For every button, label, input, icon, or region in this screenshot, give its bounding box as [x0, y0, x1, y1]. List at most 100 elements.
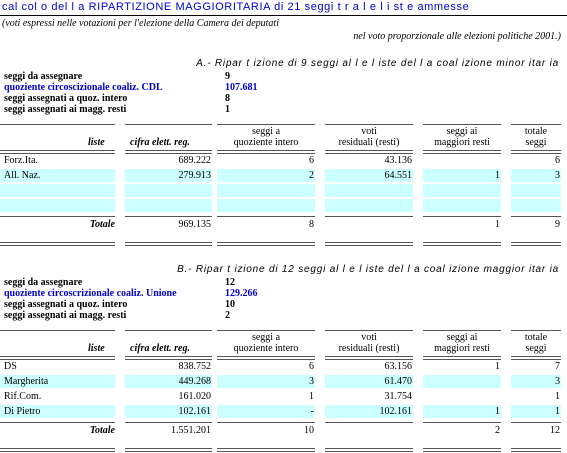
header-top-rule	[125, 330, 212, 331]
row-shading	[0, 169, 115, 182]
header-bottom-rule	[0, 356, 115, 360]
total-bottom-rule	[217, 242, 315, 246]
column-header-voti-2: residuali (resti)	[338, 343, 400, 354]
row-shading	[423, 184, 501, 197]
header-top-rule	[0, 124, 115, 125]
row-shading	[511, 405, 561, 418]
column-header-cifra: cifra elett. reg.	[130, 343, 190, 354]
column-header-tot-2: seggi	[525, 343, 547, 354]
kv-value: 2	[225, 310, 230, 321]
column-header-quoz-1: seggi a	[251, 126, 281, 137]
header-top-rule	[511, 124, 561, 125]
header-top-rule	[511, 330, 561, 331]
header-bottom-rule	[423, 150, 501, 154]
table-cell-magg	[423, 199, 501, 212]
table-cell-tot: 3	[555, 170, 560, 181]
total-top-rule	[0, 216, 115, 217]
kv-value: 10	[225, 299, 235, 310]
total-bottom-rule	[325, 448, 413, 452]
kv-label: quoziente circoscizionale coaliz. CDL	[4, 82, 163, 93]
table-cell-tot: 7	[555, 361, 560, 372]
total-cell-voti	[325, 218, 413, 231]
table-cell-tot: 3	[555, 376, 560, 387]
kv-label: seggi da assegnare	[4, 277, 83, 288]
total-cell-tot: 12	[550, 425, 560, 436]
total-cell-cifra: 1.551.201	[171, 425, 211, 436]
header-top-rule	[217, 330, 315, 331]
row-shading	[325, 405, 413, 418]
column-header-magg-2: maggiori resti	[434, 343, 490, 354]
total-bottom-rule	[0, 242, 115, 246]
table-cell-magg: 1	[495, 361, 500, 372]
total-bottom-rule	[125, 242, 212, 246]
header-bottom-rule	[511, 150, 561, 154]
row-shading	[511, 184, 561, 197]
column-header-quoz-1: seggi a	[251, 332, 281, 343]
table-cell-quoz: 3	[309, 376, 314, 387]
total-top-rule	[423, 216, 501, 217]
table-cell-cifra	[125, 184, 212, 197]
table-cell-lista	[0, 199, 115, 212]
table-cell-magg	[423, 154, 501, 167]
table-cell-magg	[423, 390, 501, 403]
table-cell-voti: 102.161	[379, 406, 413, 417]
kv-value: 107.681	[225, 82, 258, 93]
row-shading	[125, 405, 212, 418]
header-bottom-rule	[125, 356, 212, 360]
row-shading	[325, 199, 413, 212]
kv-value: 129.266	[225, 288, 258, 299]
section-heading: B.- Ripar t izione di 12 seggi al l e l …	[177, 264, 559, 275]
row-shading	[125, 375, 212, 388]
kv-label: seggi da assegnare	[4, 71, 83, 82]
kv-value: 1	[225, 104, 230, 115]
kv-value: 8	[225, 93, 230, 104]
total-bottom-rule	[325, 242, 413, 246]
header-bottom-rule	[217, 150, 315, 154]
table-cell-tot	[511, 184, 561, 197]
table-cell-tot: 6	[555, 155, 560, 166]
kv-label: seggi assegnati ai magg. resti	[4, 310, 127, 321]
header-bottom-rule	[325, 150, 413, 154]
total-top-rule	[217, 422, 315, 423]
header-top-rule	[125, 124, 212, 125]
total-bottom-rule	[423, 242, 501, 246]
total-cell-quoz: 10	[304, 425, 314, 436]
row-shading	[325, 375, 413, 388]
row-shading	[0, 199, 115, 212]
total-label: Totale	[89, 425, 115, 436]
total-cell-magg: 1	[495, 219, 500, 230]
total-bottom-rule	[0, 448, 115, 452]
total-top-rule	[511, 216, 561, 217]
header-bottom-rule	[0, 150, 115, 154]
kv-value: 9	[225, 71, 230, 82]
note-line-1: (voti espressi nelle votazioni per l'ele…	[2, 18, 279, 29]
header-top-rule	[423, 330, 501, 331]
column-header-liste: liste	[88, 343, 105, 354]
total-cell-tot: 9	[555, 219, 560, 230]
header-bottom-rule	[217, 356, 315, 360]
header-top-rule	[423, 124, 501, 125]
header-bottom-rule	[511, 356, 561, 360]
page-title: cal col o del l a RIPARTIZIONE MAGGIORIT…	[2, 1, 470, 13]
column-header-liste: liste	[88, 137, 105, 148]
column-header-voti-1: voti	[361, 332, 377, 343]
table-cell-lista: All. Naz.	[4, 170, 41, 181]
table-cell-cifra	[125, 199, 212, 212]
column-header-magg-1: seggi ai	[446, 332, 478, 343]
header-top-rule	[325, 124, 413, 125]
table-cell-quoz: 1	[309, 391, 314, 402]
kv-value: 12	[225, 277, 235, 288]
header-bottom-rule	[325, 356, 413, 360]
kv-label: quoziente circoscrizionale coaliz. Union…	[4, 288, 177, 299]
total-bottom-rule	[423, 448, 501, 452]
total-bottom-rule	[125, 448, 212, 452]
row-shading	[511, 199, 561, 212]
header-top-rule	[217, 124, 315, 125]
kv-label: seggi assegnati ai magg. resti	[4, 104, 127, 115]
row-shading	[125, 184, 212, 197]
table-cell-cifra: 161.020	[178, 391, 212, 402]
total-cell-voti	[325, 424, 413, 437]
row-shading	[325, 169, 413, 182]
column-header-tot-1: totale	[524, 126, 548, 137]
table-cell-magg: 1	[495, 170, 500, 181]
